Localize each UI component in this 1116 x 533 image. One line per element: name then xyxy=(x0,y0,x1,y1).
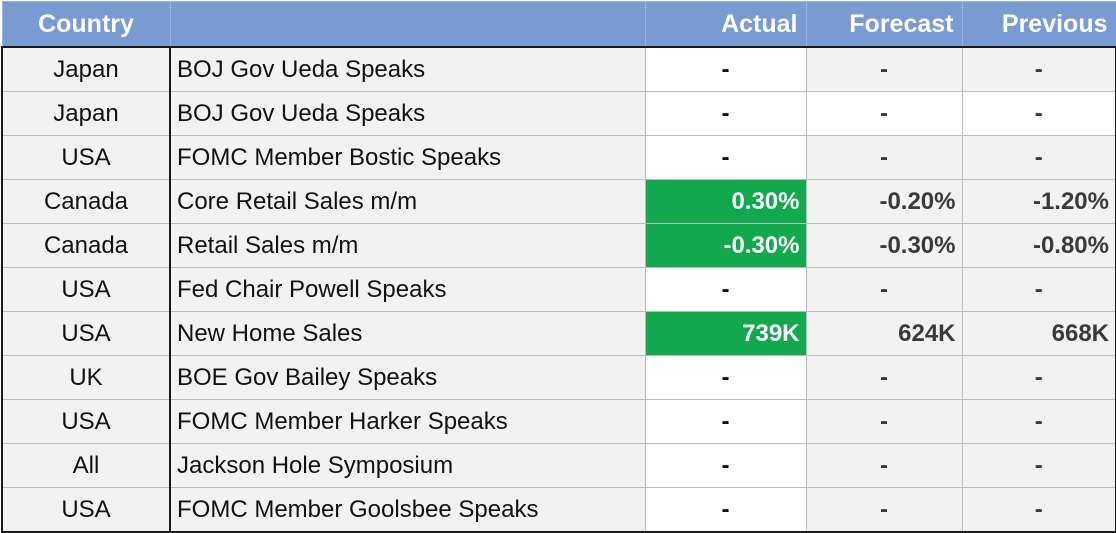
previous-cell: -0.80% xyxy=(961,223,1116,268)
country-cell: Japan xyxy=(1,46,171,92)
table-row: Japan BOJ Gov Ueda Speaks - - - xyxy=(1,46,1116,92)
event-cell: Retail Sales m/m xyxy=(169,223,646,268)
header-event xyxy=(169,1,646,48)
forecast-cell: - xyxy=(805,487,963,533)
previous-cell: - xyxy=(961,487,1116,533)
table-row: USA Fed Chair Powell Speaks - - - xyxy=(1,267,1116,312)
table-row: Japan BOJ Gov Ueda Speaks - - - xyxy=(1,91,1116,136)
table-row: UK BOE Gov Bailey Speaks - - - xyxy=(1,355,1116,400)
header-previous: Previous xyxy=(961,1,1116,48)
previous-cell: - xyxy=(961,399,1116,444)
forecast-cell: 624K xyxy=(805,311,963,356)
event-cell: Fed Chair Powell Speaks xyxy=(169,267,646,312)
forecast-cell: -0.20% xyxy=(805,179,963,224)
event-cell: BOE Gov Bailey Speaks xyxy=(169,355,646,400)
event-cell: FOMC Member Goolsbee Speaks xyxy=(169,487,646,533)
event-cell: Jackson Hole Symposium xyxy=(169,443,646,488)
event-cell: FOMC Member Bostic Speaks xyxy=(169,135,646,180)
previous-cell: - xyxy=(961,91,1116,136)
actual-cell: - xyxy=(644,91,807,136)
forecast-cell: - xyxy=(805,355,963,400)
event-cell: New Home Sales xyxy=(169,311,646,356)
forecast-cell: - xyxy=(805,135,963,180)
header-forecast: Forecast xyxy=(805,1,963,48)
event-cell: FOMC Member Harker Speaks xyxy=(169,399,646,444)
actual-cell: - xyxy=(644,443,807,488)
table-row: All Jackson Hole Symposium - - - xyxy=(1,443,1116,488)
actual-cell-highlight: 739K xyxy=(644,311,807,356)
table-header-row: Country Actual Forecast Previous xyxy=(1,1,1116,48)
previous-cell: 668K xyxy=(961,311,1116,356)
country-cell: USA xyxy=(1,311,171,356)
previous-cell: - xyxy=(961,443,1116,488)
previous-cell: - xyxy=(961,46,1116,92)
previous-cell: - xyxy=(961,355,1116,400)
country-cell: Canada xyxy=(1,179,171,224)
event-cell: Core Retail Sales m/m xyxy=(169,179,646,224)
forecast-cell: - xyxy=(805,267,963,312)
actual-cell-highlight: 0.30% xyxy=(644,179,807,224)
actual-cell: - xyxy=(644,267,807,312)
event-cell: BOJ Gov Ueda Speaks xyxy=(169,46,646,92)
table-row: USA FOMC Member Harker Speaks - - - xyxy=(1,399,1116,444)
country-cell: USA xyxy=(1,487,171,533)
actual-cell: - xyxy=(644,46,807,92)
previous-cell: - xyxy=(961,135,1116,180)
forecast-cell: - xyxy=(805,91,963,136)
actual-cell: - xyxy=(644,355,807,400)
actual-cell: - xyxy=(644,135,807,180)
actual-cell: - xyxy=(644,487,807,533)
forecast-cell: - xyxy=(805,399,963,444)
forecast-cell: - xyxy=(805,443,963,488)
actual-cell-highlight: -0.30% xyxy=(644,223,807,268)
forecast-cell: -0.30% xyxy=(805,223,963,268)
country-cell: USA xyxy=(1,399,171,444)
country-cell: Japan xyxy=(1,91,171,136)
previous-cell: -1.20% xyxy=(961,179,1116,224)
country-cell: UK xyxy=(1,355,171,400)
header-actual: Actual xyxy=(644,1,807,48)
table-row: Canada Core Retail Sales m/m 0.30% -0.20… xyxy=(1,179,1116,224)
table-row: Canada Retail Sales m/m -0.30% -0.30% -0… xyxy=(1,223,1116,268)
previous-cell: - xyxy=(961,267,1116,312)
actual-cell: - xyxy=(644,399,807,444)
forecast-cell: - xyxy=(805,46,963,92)
country-cell: USA xyxy=(1,135,171,180)
event-cell: BOJ Gov Ueda Speaks xyxy=(169,91,646,136)
header-country: Country xyxy=(1,1,171,48)
country-cell: Canada xyxy=(1,223,171,268)
table-row: USA New Home Sales 739K 624K 668K xyxy=(1,311,1116,356)
table-row: USA FOMC Member Goolsbee Speaks - - - xyxy=(1,487,1116,533)
country-cell: USA xyxy=(1,267,171,312)
table-row: USA FOMC Member Bostic Speaks - - - xyxy=(1,135,1116,180)
country-cell: All xyxy=(1,443,171,488)
